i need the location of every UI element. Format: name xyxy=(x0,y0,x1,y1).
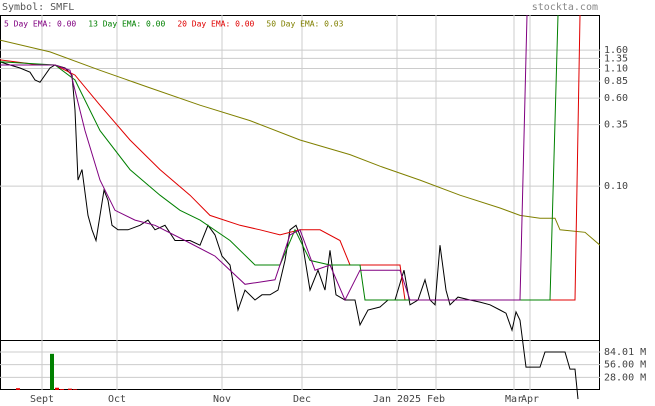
x-tick-label: Nov xyxy=(213,394,231,405)
volume-bar xyxy=(73,389,77,390)
ema-line xyxy=(0,39,600,246)
x-tick-label: Jan 2025 xyxy=(373,394,421,405)
y-tick-label: 1.35 xyxy=(604,53,628,64)
y-tick-label: 1.60 xyxy=(604,45,628,56)
volume-bar xyxy=(60,389,64,390)
plot-frame xyxy=(0,15,600,390)
volume-bar xyxy=(16,388,20,390)
source: stockta.com xyxy=(532,2,598,13)
ema-line xyxy=(0,15,528,302)
y-tick-label: 0.10 xyxy=(604,181,628,192)
y-tick-label: 1.10 xyxy=(604,63,628,74)
x-tick-label: Mar xyxy=(505,394,523,405)
legend-entry: 50 Day EMA: 0.03 xyxy=(266,20,343,29)
y-tick-label: 56.00 M xyxy=(604,360,646,371)
x-tick-label: Oct xyxy=(108,394,126,405)
ema-line xyxy=(0,15,559,301)
x-tick-label: Dec xyxy=(293,394,311,405)
volume-bar xyxy=(68,388,72,390)
legend-entry: 5 Day EMA: 0.00 xyxy=(4,20,76,29)
x-tick-label: Sept xyxy=(30,394,54,405)
y-tick-label: 0.60 xyxy=(604,93,628,104)
y-tick-label: 28.00 M xyxy=(604,372,646,383)
x-tick-label: Apr xyxy=(521,394,539,405)
legend-entry: 13 Day EMA: 0.00 xyxy=(88,20,165,29)
volume-bar xyxy=(50,353,54,390)
ema-line xyxy=(0,15,581,301)
y-tick-label: 0.85 xyxy=(604,76,628,87)
y-tick-label: 0.35 xyxy=(604,120,628,131)
chart-title: Symbol: SMFL xyxy=(2,2,74,13)
y-tick-label: 84.01 M xyxy=(604,347,646,358)
legend-entry: 20 Day EMA: 0.00 xyxy=(177,20,254,29)
x-tick-label: Feb xyxy=(427,394,445,405)
price-line xyxy=(0,61,579,400)
volume-bar xyxy=(55,387,59,390)
